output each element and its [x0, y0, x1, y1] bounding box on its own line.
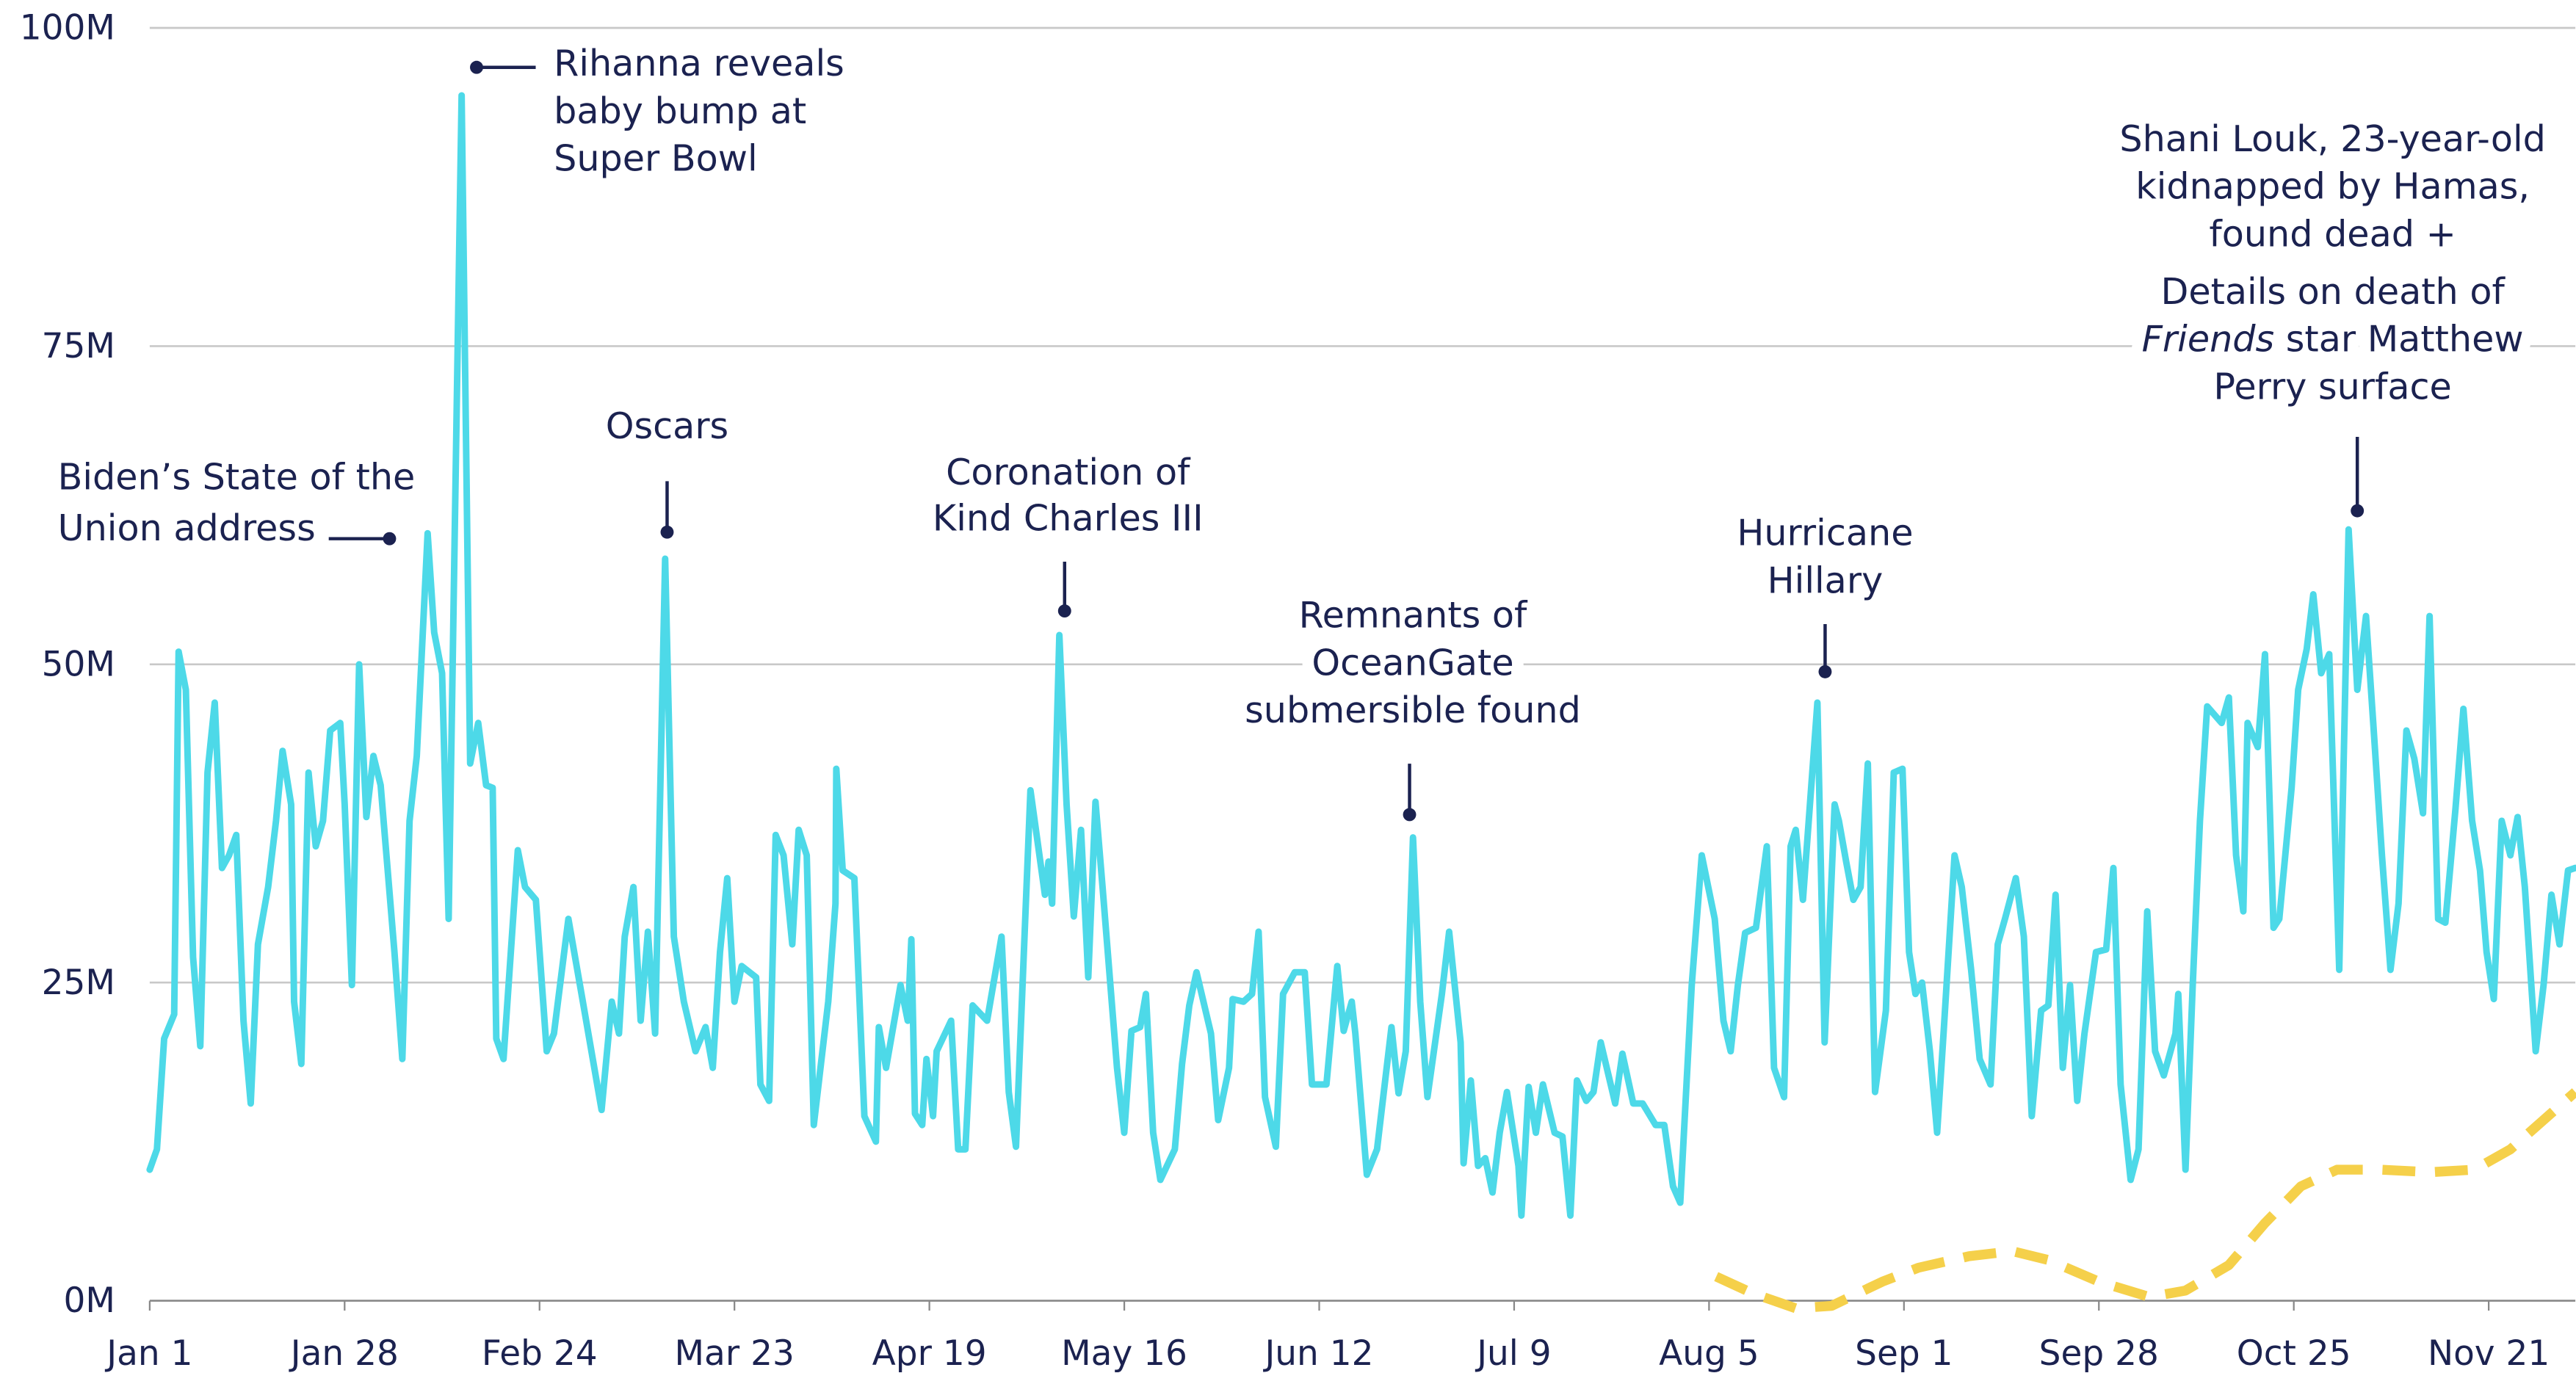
y-tick-label: 100M: [20, 8, 115, 48]
annotation-text: Hurricane: [1737, 512, 1913, 554]
annotation-text: found dead +: [2209, 213, 2456, 256]
annotation-text: OceanGate: [1311, 641, 1513, 684]
x-tick-label: Sep 1: [1855, 1333, 1953, 1373]
annotation-dot: [1057, 604, 1071, 618]
annotation-text: Oscars: [606, 405, 728, 447]
annotation-text: Details on death of: [2160, 270, 2506, 313]
x-tick-label: Jun 12: [1262, 1333, 1373, 1373]
annotation-text: Super Bowl: [554, 137, 758, 180]
x-tick-label: Apr 19: [872, 1333, 987, 1373]
annotation-text: kidnapped by Hamas,: [2135, 165, 2530, 208]
x-tick-label: Jul 9: [1475, 1333, 1551, 1373]
annotation-span: star Matthew: [2274, 318, 2523, 361]
annotation-text: Perry surface: [2213, 366, 2451, 408]
x-tick-label: Feb 24: [482, 1333, 598, 1373]
y-tick-label: 0M: [63, 1280, 115, 1321]
annotation-dot: [470, 60, 483, 74]
annotation-text: submersible found: [1245, 689, 1581, 731]
annotation-text: Rihanna reveals: [554, 42, 844, 84]
annotation-text: Friends star Matthew: [2142, 318, 2524, 361]
x-tick-label: Jan 1: [104, 1333, 192, 1373]
x-tick-label: Aug 5: [1659, 1333, 1759, 1373]
x-tick-label: Oct 25: [2237, 1333, 2351, 1373]
annotation-text: Biden’s State of the: [58, 456, 416, 499]
annotation-dot: [1818, 664, 1832, 678]
annotation-text: Hillary: [1768, 559, 1884, 602]
series-line: [1714, 1088, 2576, 1314]
series-line: [146, 92, 2576, 1219]
annotation-dot: [2351, 504, 2365, 518]
annotation-text: Remnants of: [1299, 593, 1528, 636]
annotation-text: Union address: [58, 507, 316, 549]
x-tick-label: Nov 21: [2428, 1333, 2550, 1373]
annotation-text: Shani Louk, 23-year-old: [2119, 117, 2545, 160]
y-tick-label: 75M: [42, 326, 115, 366]
x-tick-label: Jan 28: [289, 1333, 399, 1373]
x-tick-label: Mar 23: [675, 1333, 795, 1373]
annotation-text: Kind Charles III: [933, 497, 1204, 540]
y-tick-label: 50M: [42, 644, 115, 684]
annotation-text: Coronation of: [946, 451, 1191, 493]
annotation-span: Friends: [2142, 318, 2275, 361]
x-tick-label: May 16: [1061, 1333, 1187, 1373]
x-tick-label: Sep 28: [2039, 1333, 2159, 1373]
annotation-dot: [1403, 808, 1417, 822]
annotation-text: baby bump at: [554, 90, 806, 132]
y-tick-label: 25M: [42, 963, 115, 1003]
annotation-dot: [660, 525, 674, 539]
annotation-dot: [383, 532, 397, 546]
